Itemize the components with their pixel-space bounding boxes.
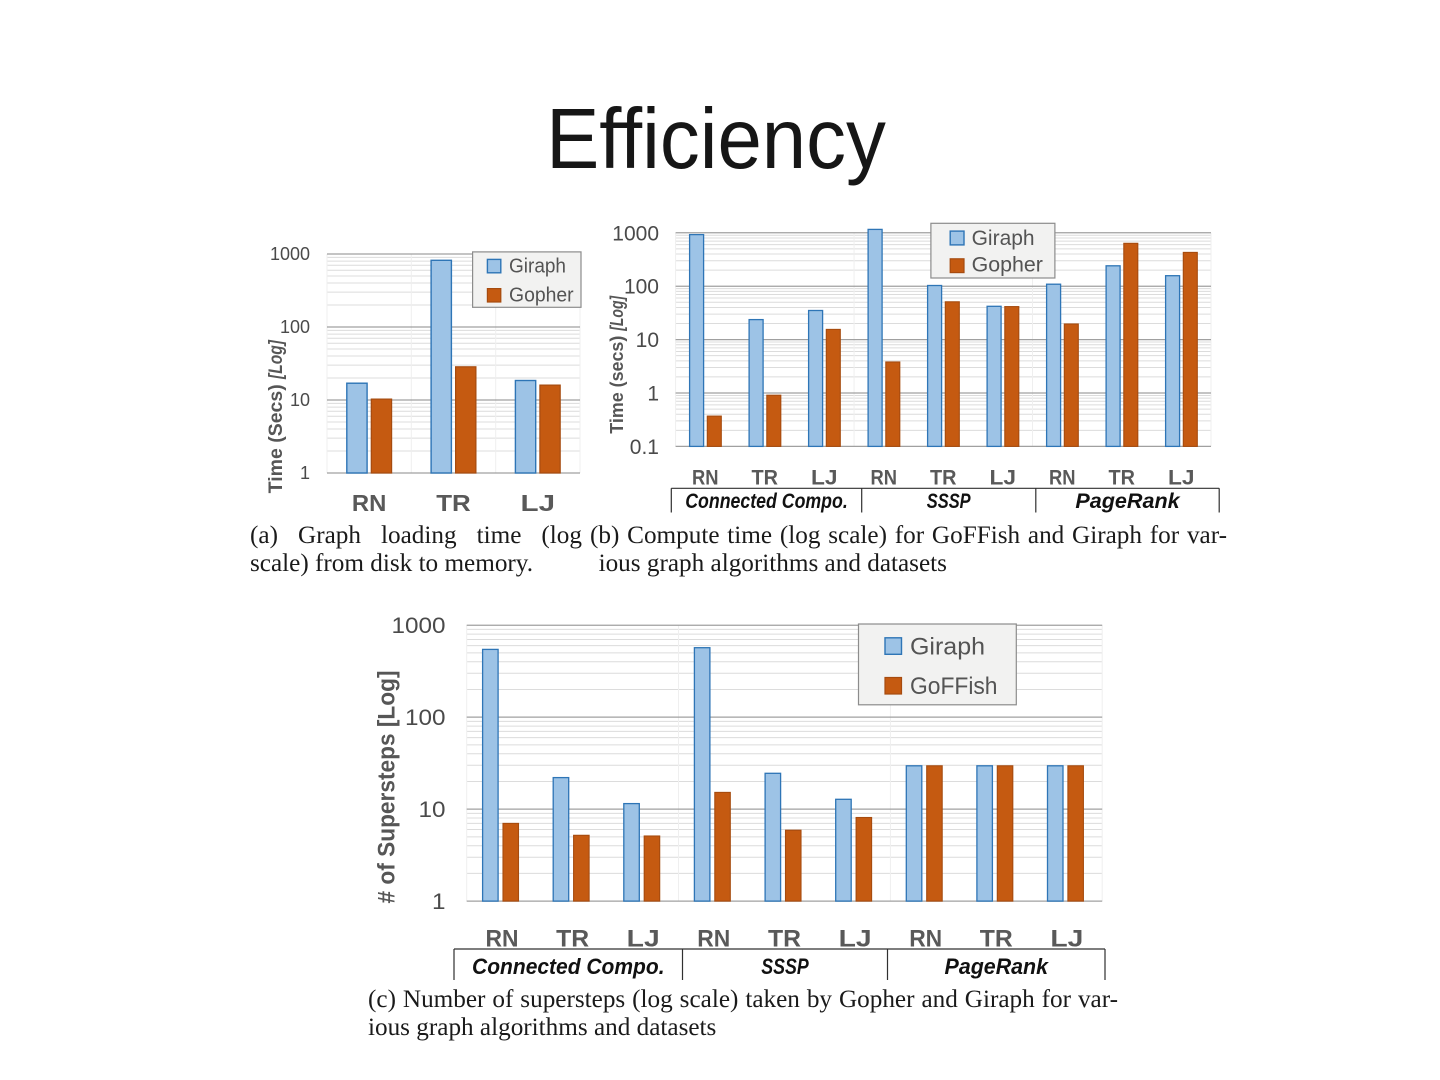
svg-text:[Log]: [Log] [607,295,627,332]
svg-text:LJ: LJ [521,490,556,516]
svg-text:TR: TR [556,926,589,953]
svg-text:Gopher: Gopher [509,285,574,307]
svg-text:RN: RN [1049,466,1076,490]
svg-text:1000: 1000 [270,244,310,264]
svg-text:0.1: 0.1 [630,436,659,459]
svg-text:1: 1 [432,889,446,914]
svg-text:LJ: LJ [1050,926,1083,953]
svg-text:TR: TR [768,926,801,953]
svg-text:10: 10 [419,797,446,822]
svg-text:SSSP: SSSP [761,954,809,979]
svg-text:[Log]: [Log] [266,339,287,379]
svg-text:Giraph: Giraph [972,227,1035,250]
svg-text:RN: RN [352,490,387,516]
svg-text:100: 100 [624,276,659,299]
svg-text:GoFFish: GoFFish [910,673,998,700]
svg-text:Giraph: Giraph [910,634,985,661]
svg-text:PageRank: PageRank [945,954,1050,979]
svg-text:Connected Compo.: Connected Compo. [472,954,665,979]
svg-text:1: 1 [300,463,310,483]
svg-text:Time (secs): Time (secs) [607,336,627,434]
svg-text:RN: RN [486,926,519,953]
svg-text:10: 10 [290,390,310,410]
svg-text:LJ: LJ [627,926,660,953]
svg-text:LJ: LJ [839,926,872,953]
svg-text:RN: RN [909,926,942,953]
svg-text:RN: RN [871,466,898,490]
svg-text:LJ: LJ [811,466,838,490]
svg-text:Gopher: Gopher [972,254,1043,277]
svg-text:1000: 1000 [612,222,659,245]
svg-text:TR: TR [1109,466,1136,490]
svg-text:TR: TR [752,466,779,490]
svg-text:# of Supersteps [Log]: # of Supersteps [Log] [374,671,401,904]
svg-text:Connected Compo.: Connected Compo. [685,490,848,513]
svg-text:TR: TR [436,490,471,516]
svg-text:1000: 1000 [392,613,446,638]
svg-text:RN: RN [697,926,730,953]
svg-text:100: 100 [280,317,310,337]
svg-text:LJ: LJ [1168,466,1195,490]
svg-text:TR: TR [980,926,1013,953]
svg-text:RN: RN [692,466,719,490]
svg-text:1: 1 [647,383,659,406]
svg-text:SSSP: SSSP [927,490,972,513]
svg-text:LJ: LJ [990,466,1017,490]
svg-text:TR: TR [930,466,957,490]
svg-text:10: 10 [636,329,659,352]
svg-text:100: 100 [405,705,446,730]
svg-text:PageRank: PageRank [1075,490,1181,513]
svg-text:Time (Secs): Time (Secs) [266,384,287,493]
svg-text:Giraph: Giraph [509,256,566,278]
